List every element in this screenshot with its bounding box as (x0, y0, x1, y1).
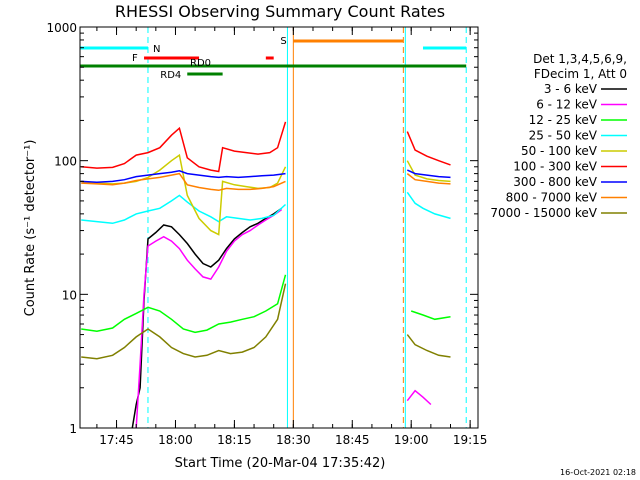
legend-label-100-300-kev: 100 - 300 keV (513, 160, 597, 174)
x-tick-label-19-00: 19:00 (394, 433, 429, 447)
legend-label-12-25-kev: 12 - 25 keV (529, 113, 598, 127)
x-tick-label-17-45: 17:45 (99, 433, 134, 447)
y-axis-label: Count Rate (s⁻¹ detector⁻¹) (23, 140, 38, 317)
x-tick-label-18-00: 18:00 (158, 433, 193, 447)
series-line-100-300-kev-part-1 (81, 121, 287, 173)
x-axis-label: Start Time (20-Mar-04 17:35:42) (175, 456, 386, 471)
footer-timestamp: 16-Oct-2021 02:18 (560, 468, 636, 477)
series-line-300-800-kev-part-2 (406, 169, 451, 179)
series-line-300-800-kev-part-1 (81, 170, 286, 183)
series-line-6-12-kev-part-1 (135, 209, 283, 429)
series-line-7000-15000-kev-part-1 (81, 283, 287, 360)
vertical-markers (147, 27, 467, 428)
series-line-12-25-kev-part-2 (410, 310, 451, 321)
series-line-25-50-kev-part-2 (406, 191, 451, 220)
series-line-7000-15000-kev-part-2 (406, 334, 451, 358)
y-tick-label-100: 100 (54, 155, 77, 169)
flag-label-n: N (153, 44, 160, 55)
x-tick-label-18-15: 18:15 (217, 433, 252, 447)
series-line-800-7000-kev-part-1 (81, 172, 286, 192)
legend-label-800-7000-kev: 800 - 7000 keV (506, 191, 598, 205)
y-tick-label-10: 10 (62, 288, 77, 302)
series-line-25-50-kev-part-1 (81, 194, 287, 225)
flag-label-rd4: RD4 (160, 70, 181, 81)
flag-label-f: F (132, 53, 138, 64)
x-tick-label-19-15: 19:15 (453, 433, 488, 447)
series-line-50-100-kev-part-2 (406, 160, 451, 183)
chart-title: RHESSI Observing Summary Count Rates (115, 2, 445, 21)
legend-label-6-12-kev: 6 - 12 keV (536, 98, 598, 112)
series-line-12-25-kev-part-1 (81, 274, 287, 334)
flag-label-s: S (280, 36, 286, 47)
legend-header-line-2: FDecim 1, Att 0 (534, 67, 627, 81)
plot-frame (79, 26, 479, 429)
legend-label-300-800-kev: 300 - 800 keV (513, 175, 597, 189)
series-line-100-300-kev-part-2 (406, 131, 451, 166)
y-tick-label-1000: 1000 (46, 21, 77, 35)
series-line-6-12-kev-part-2 (406, 389, 432, 406)
axes: 1 10 100 1000 17:45 18:00 18:15 18:30 18:45 19:00… (46, 21, 487, 447)
x-tick-label-18-30: 18:30 (276, 433, 311, 447)
legend-header-line-1: Det 1,3,4,5,6,9, (533, 52, 627, 66)
y-tick-label-1: 1 (69, 422, 77, 436)
series-lines (81, 121, 451, 429)
x-tick-label-18-45: 18:45 (335, 433, 370, 447)
legend-label-3-6-kev: 3 - 6 keV (544, 82, 598, 96)
legend-label-50-100-kev: 50 - 100 keV (521, 144, 598, 158)
series-line-800-7000-kev-part-2 (406, 173, 451, 185)
legend-label-7000-15000-kev: 7000 - 15000 keV (490, 206, 597, 220)
legend-label-25-50-kev: 25 - 50 keV (529, 129, 598, 143)
flag-label-rd0: RD0 (190, 58, 211, 69)
flag-bars: N F S RD0 RD4 (80, 36, 467, 81)
